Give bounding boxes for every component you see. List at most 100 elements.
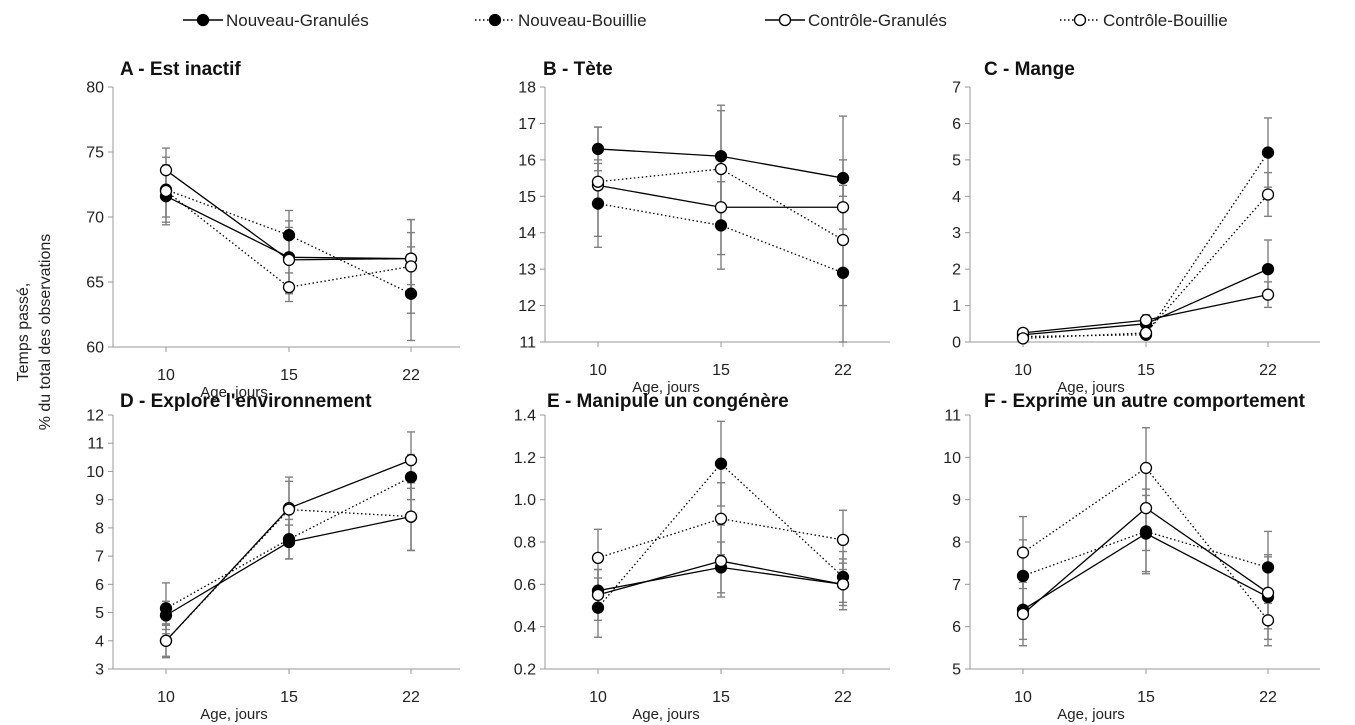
x-axis-label: Age, jours — [1057, 379, 1125, 396]
series-line — [165, 508, 412, 642]
legend-item: Nouveau-Granulés — [183, 11, 369, 30]
series-line — [165, 189, 412, 295]
series-line — [597, 168, 844, 241]
y-tick-label: 9 — [95, 492, 104, 509]
x-tick-label: 15 — [712, 689, 730, 706]
y-tick-label: 11 — [87, 436, 104, 453]
x-tick-label: 22 — [402, 689, 420, 706]
x-axis-label: Age, jours — [632, 706, 700, 723]
y-tick-label: 8 — [95, 520, 104, 537]
y-tick-label: 15 — [518, 189, 536, 206]
y-tick-label: 12 — [518, 298, 536, 315]
data-point — [714, 162, 728, 176]
y-tick-label: 0 — [952, 335, 961, 352]
data-point — [836, 578, 850, 591]
data-point — [591, 142, 605, 156]
chart-title: C - Mange — [984, 59, 1075, 80]
data-point — [714, 554, 728, 568]
legend-item: Contrôle-Granulés — [765, 11, 947, 30]
x-tick-label: 15 — [280, 367, 298, 384]
y-tick-label: 70 — [86, 210, 104, 227]
x-tick-label: 10 — [589, 362, 607, 379]
data-point — [1016, 546, 1030, 559]
data-point — [836, 201, 850, 214]
y-tick-label: 0.2 — [514, 662, 536, 679]
y-tick-label: 80 — [86, 80, 104, 97]
y-tick-label: 0.4 — [514, 619, 536, 636]
y-tick-label: 4 — [95, 633, 104, 650]
y-tick-label: 17 — [518, 116, 536, 133]
y-tick-label: 60 — [86, 340, 104, 357]
chart-title: B - Tète — [543, 59, 613, 80]
data-point — [282, 229, 296, 242]
data-point — [1139, 461, 1153, 475]
y-tick-label: 75 — [86, 145, 104, 162]
data-point — [591, 588, 605, 602]
data-point — [404, 260, 418, 273]
data-point — [714, 219, 728, 232]
data-point — [404, 454, 418, 467]
y-tick-label: 8 — [952, 535, 961, 552]
data-point — [159, 634, 173, 647]
x-tick-label: 15 — [712, 362, 730, 379]
y-tick-label: 16 — [518, 152, 536, 169]
chart-title: D - Explore l'environnement — [120, 391, 372, 412]
y-tick-label: 1.2 — [514, 450, 536, 467]
data-point — [1139, 326, 1153, 340]
legend-marker — [196, 13, 210, 27]
chart-panel: F - Exprime un autre comportement 5 6 7 8 9 10… — [943, 391, 1320, 723]
x-tick-label: 15 — [1137, 362, 1155, 379]
x-tick-label: 10 — [1014, 362, 1032, 379]
legend-item: Nouveau-Bouillie — [475, 11, 647, 30]
chart-panel: B - Tète 11 12 13 14 15 16 17 18 10 15 22 Age, jours — [518, 59, 890, 396]
y-tick-label: 18 — [518, 80, 536, 97]
y-axis-label-top: Temps passé, — [15, 283, 32, 382]
x-tick-label: 10 — [157, 689, 175, 706]
y-tick-label: 5 — [952, 662, 961, 679]
x-tick-label: 22 — [834, 362, 852, 379]
y-tick-label: 0.6 — [514, 577, 536, 594]
legend-item: Contrôle-Bouillie — [1060, 11, 1228, 30]
y-tick-label: 14 — [518, 225, 536, 242]
data-point — [1016, 332, 1030, 345]
legend-marker — [778, 13, 792, 27]
x-tick-label: 22 — [834, 689, 852, 706]
x-axis-label: Age, jours — [1057, 706, 1125, 723]
legend-label: Contrôle-Bouillie — [1103, 11, 1228, 30]
legend-label: Contrôle-Granulés — [808, 11, 947, 30]
y-tick-label: 13 — [518, 262, 536, 279]
y-tick-label: 1 — [952, 298, 961, 315]
data-point — [714, 512, 728, 525]
chart-title: F - Exprime un autre comportement — [984, 391, 1306, 412]
data-point — [1016, 607, 1030, 621]
y-tick-label: 4 — [952, 189, 961, 206]
y-tick-label: 5 — [95, 605, 104, 622]
data-point — [1261, 146, 1275, 159]
y-tick-label: 10 — [86, 464, 104, 481]
data-point — [1261, 561, 1275, 574]
data-point — [159, 602, 173, 615]
data-point — [282, 503, 296, 516]
data-point — [836, 266, 850, 279]
data-point — [591, 601, 605, 614]
legend: Nouveau-Granulés Nouveau-Bouillie Contrôle… — [183, 11, 1228, 30]
data-point — [1261, 288, 1275, 301]
chart-panel: C - Mange 0 1 2 3 4 5 6 7 10 15 22 Age, jours — [952, 59, 1320, 396]
y-tick-label: 65 — [86, 275, 104, 292]
y-tick-label: 1.0 — [514, 492, 536, 509]
x-tick-label: 10 — [589, 689, 607, 706]
series-line — [1022, 194, 1269, 340]
y-tick-label: 12 — [86, 408, 104, 425]
y-tick-label: 6 — [952, 116, 961, 133]
data-point — [836, 533, 850, 547]
data-point — [591, 551, 605, 565]
data-point — [282, 281, 296, 294]
data-point — [159, 184, 173, 198]
data-point — [1139, 501, 1153, 515]
data-point — [1261, 614, 1275, 627]
x-axis-label: Age, jours — [632, 379, 700, 396]
data-point — [714, 201, 728, 214]
y-tick-label: 10 — [943, 450, 961, 467]
data-point — [404, 287, 418, 300]
